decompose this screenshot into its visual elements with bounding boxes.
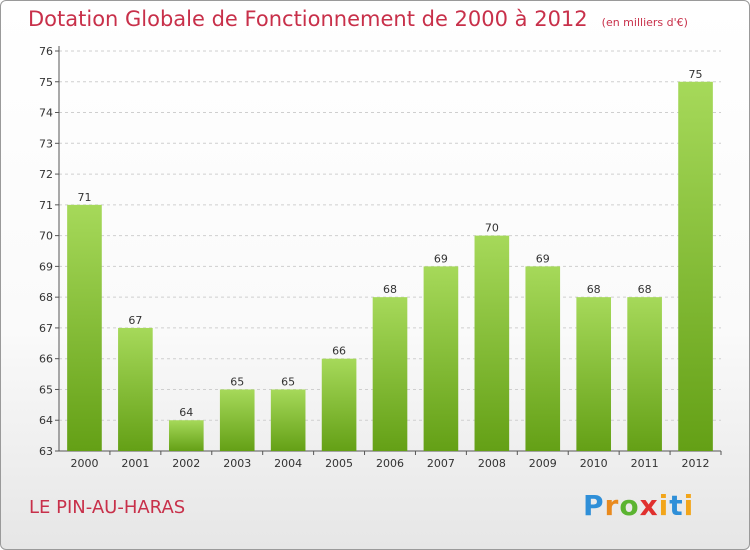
x-tick-label: 2002	[172, 457, 200, 470]
y-tick-label: 66	[39, 353, 53, 366]
y-tick-label: 63	[39, 445, 53, 458]
data-label: 68	[587, 283, 601, 296]
chart-title: Dotation Globale de Fonctionnement de 20…	[28, 7, 688, 31]
y-tick-label: 75	[39, 76, 53, 89]
y-tick-label: 68	[39, 291, 53, 304]
bar	[678, 81, 713, 452]
bar	[627, 297, 662, 451]
bar	[118, 327, 153, 451]
bar	[67, 204, 102, 451]
data-label: 68	[383, 283, 397, 296]
proxiti-logo: Proxiti	[583, 489, 695, 522]
data-label: 66	[332, 345, 346, 358]
bar	[321, 358, 357, 451]
bar	[525, 266, 561, 451]
y-tick-label: 74	[39, 107, 53, 120]
x-tick-label: 2004	[274, 457, 302, 470]
chart-subtitle: (en milliers d'€)	[601, 16, 688, 29]
data-label: 69	[536, 252, 550, 265]
y-tick-label: 73	[39, 137, 53, 150]
x-tick-label: 2006	[376, 457, 404, 470]
y-tick-label: 72	[39, 168, 53, 181]
y-tick-label: 70	[39, 230, 53, 243]
bar	[423, 266, 459, 451]
y-tick-label: 64	[39, 414, 53, 427]
data-label: 65	[230, 375, 244, 388]
data-label: 70	[485, 222, 499, 235]
data-label: 67	[128, 314, 142, 327]
x-tick-label: 2011	[631, 457, 659, 470]
bar	[474, 235, 510, 451]
x-tick-label: 2010	[580, 457, 608, 470]
data-label: 64	[179, 406, 193, 419]
x-tick-label: 2001	[121, 457, 149, 470]
x-tick-label: 2009	[529, 457, 557, 470]
data-label: 68	[638, 283, 652, 296]
data-label: 71	[77, 191, 91, 204]
x-tick-label: 2000	[70, 457, 98, 470]
bar	[168, 420, 204, 451]
x-tick-label: 2005	[325, 457, 353, 470]
bar	[576, 297, 612, 451]
x-tick-label: 2008	[478, 457, 506, 470]
y-tick-label: 69	[39, 260, 53, 273]
x-tick-label: 2012	[682, 457, 710, 470]
x-tick-label: 2007	[427, 457, 455, 470]
labels: 63 64 65 66 67 68 69 70 71 72 73 74 75 76 71 2000 67 2001…	[39, 45, 710, 470]
bar	[219, 389, 255, 451]
data-label: 69	[434, 252, 448, 265]
y-tick-label: 67	[39, 322, 53, 335]
chart-title-main: Dotation Globale de Fonctionnement de 20…	[28, 7, 588, 31]
y-tick-label: 65	[39, 383, 53, 396]
bar	[372, 297, 408, 451]
y-tick-label: 71	[39, 199, 53, 212]
commune-name: LE PIN-AU-HARAS	[29, 497, 186, 518]
data-label: 75	[689, 68, 703, 81]
x-tick-label: 2003	[223, 457, 251, 470]
data-label: 65	[281, 375, 295, 388]
bar	[270, 389, 306, 451]
y-tick-label: 76	[39, 45, 53, 58]
bars	[67, 81, 713, 452]
